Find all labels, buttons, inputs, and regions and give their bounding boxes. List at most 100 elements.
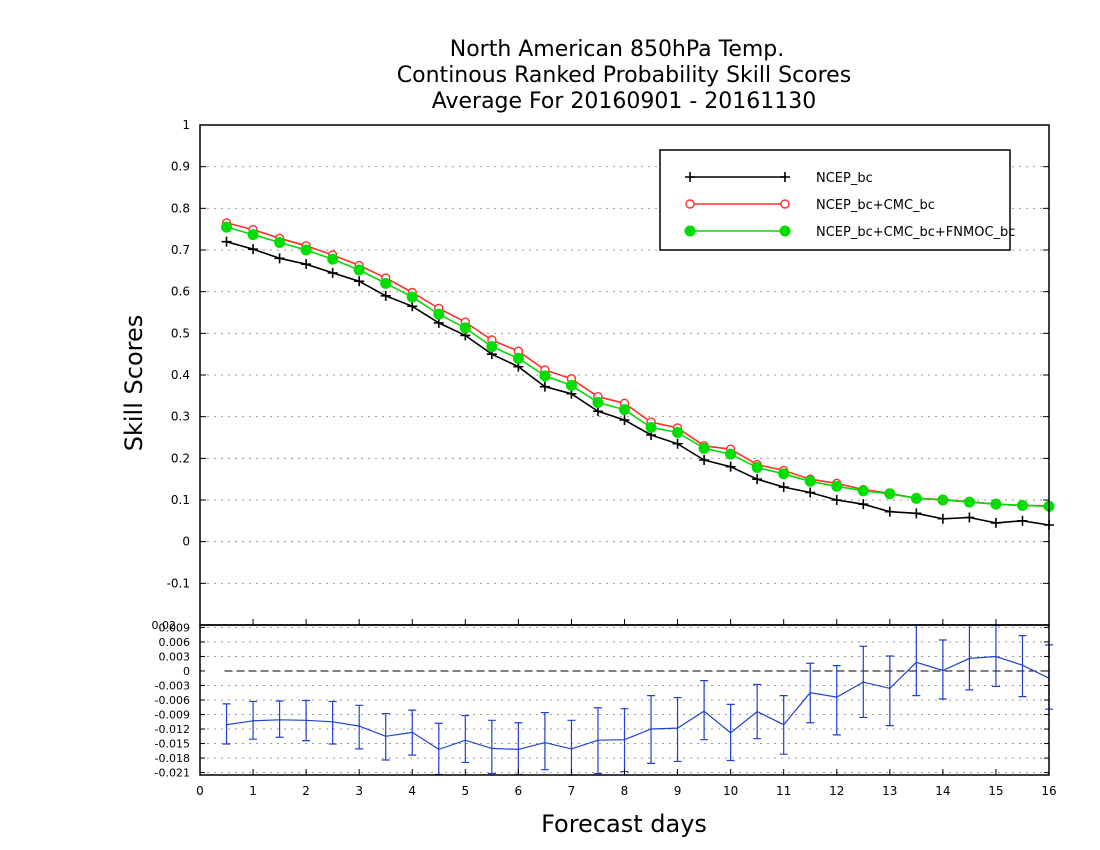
data-point-filled-circle xyxy=(751,462,763,473)
data-point-filled-circle xyxy=(910,492,922,504)
legend-marker-plus xyxy=(780,172,790,182)
difference-error-bar xyxy=(540,711,549,771)
x-tick-label: 1 xyxy=(249,784,257,798)
difference-error-bar xyxy=(647,695,656,764)
data-point-plus xyxy=(274,253,285,264)
main-y-tick-label: 0.8 xyxy=(171,201,190,215)
data-point-filled-circle xyxy=(406,291,418,303)
difference-y-ticks: -0.021 -0.018-0.015 -0.012-0.009 -0.006 -0.0… xyxy=(155,621,1049,780)
data-point-plus xyxy=(805,487,816,498)
main-y-tick-label: 0.3 xyxy=(171,410,190,424)
legend-marker-open-circle xyxy=(780,199,790,209)
data-point-plus xyxy=(725,461,736,472)
data-point-filled-circle xyxy=(565,379,577,391)
data-point-plus xyxy=(619,415,630,425)
data-point-plus xyxy=(778,482,789,493)
legend-box xyxy=(659,149,1011,251)
difference-y-tick-label: -0.003 xyxy=(155,679,190,692)
difference-error-bar xyxy=(938,639,947,700)
data-point-filled-circle xyxy=(698,442,710,454)
difference-error-bar xyxy=(859,645,868,719)
data-point-plus xyxy=(858,499,869,510)
legend: NCEP_bc NCEP_bc+CMC_bc NCEP_bc+CMC_bc+FNMO… xyxy=(659,149,1015,251)
x-tick-label: 10 xyxy=(723,784,738,798)
main-y-tick-label: 1 xyxy=(182,118,190,132)
main-y-tick-label: 0.5 xyxy=(171,326,190,340)
difference-y-tick-label: 0.006 xyxy=(159,636,191,649)
x-tick-label: 2 xyxy=(302,784,310,798)
x-axis-ticks: 0 1 2 3 4 5 6 7 8 9 10 11 12 13 14 15 16 xyxy=(196,619,1057,798)
data-point-filled-circle xyxy=(221,221,233,233)
legend-marker-plus xyxy=(685,172,695,182)
difference-error-bar xyxy=(461,714,470,764)
data-point-filled-circle xyxy=(831,480,843,492)
difference-error-bar xyxy=(302,699,311,742)
data-point-filled-circle xyxy=(857,485,869,497)
data-point-filled-circle xyxy=(300,244,312,256)
data-point-filled-circle xyxy=(433,308,445,320)
data-point-filled-circle xyxy=(672,427,684,438)
difference-y-tick-label: -0.012 xyxy=(155,723,190,736)
difference-error-bar xyxy=(1018,635,1027,698)
data-point-plus xyxy=(990,517,1001,528)
data-point-plus xyxy=(937,513,948,524)
x-tick-label: 4 xyxy=(408,784,416,798)
difference-error-bar xyxy=(726,703,735,762)
legend-label: NCEP_bc+CMC_bc+FNMOC_bc xyxy=(816,225,1015,240)
difference-top-edge-label: 0.02 xyxy=(152,619,177,632)
data-point-plus xyxy=(831,495,842,505)
difference-error-bar xyxy=(275,700,284,738)
difference-error-bar xyxy=(355,704,364,750)
data-point-filled-circle xyxy=(778,468,790,480)
main-y-tick-label: -0.1 xyxy=(167,576,190,590)
data-point-filled-circle xyxy=(804,475,816,487)
data-point-filled-circle xyxy=(512,352,524,364)
chart-title-line-2: Continous Ranked Probability Skill Score… xyxy=(397,63,851,88)
main-series-group xyxy=(221,218,1055,530)
data-point-plus xyxy=(672,438,683,449)
data-point-filled-circle xyxy=(619,404,630,416)
difference-y-tick-label: 0.009 xyxy=(159,621,191,634)
chart-title-line-3: Average For 20160901 - 20161130 xyxy=(432,89,817,114)
legend-marker-filled-circle xyxy=(684,225,696,237)
data-point-filled-circle xyxy=(937,494,949,506)
x-tick-label: 16 xyxy=(1041,784,1056,798)
x-tick-label: 15 xyxy=(988,784,1003,798)
data-point-plus xyxy=(407,301,418,312)
data-point-filled-circle xyxy=(963,496,975,508)
data-point-plus xyxy=(752,474,763,485)
data-point-filled-circle xyxy=(725,448,737,460)
data-point-plus xyxy=(354,276,365,287)
main-y-tick-label: 0.6 xyxy=(171,285,190,299)
x-tick-label: 11 xyxy=(776,784,791,798)
main-y-ticks: -0.1 0 0.1 0.2 0.3 0.4 0.5 0.6 0.7 0.8 0.9 1 xyxy=(167,118,1049,590)
x-tick-label: 7 xyxy=(568,784,576,798)
difference-y-tick-label: 0 xyxy=(183,665,190,678)
data-point-plus xyxy=(1017,515,1028,526)
legend-label: NCEP_bc+CMC_bc xyxy=(816,198,935,213)
main-y-tick-label: 0.9 xyxy=(171,160,190,174)
data-point-plus xyxy=(884,506,895,517)
data-point-plus xyxy=(221,236,232,247)
legend-marker-filled-circle xyxy=(779,225,791,237)
data-point-filled-circle xyxy=(884,488,896,500)
main-y-tick-label: 0.4 xyxy=(171,368,190,382)
difference-y-tick-label: -0.021 xyxy=(155,767,190,780)
difference-error-bar xyxy=(381,712,390,761)
main-y-tick-label: 0.1 xyxy=(171,493,190,507)
data-point-filled-circle xyxy=(539,370,551,382)
y-axis-title: Skill Scores xyxy=(120,315,148,452)
difference-y-tick-label: 0.003 xyxy=(159,650,191,663)
data-point-filled-circle xyxy=(1016,499,1028,511)
difference-error-bar xyxy=(779,695,788,755)
difference-error-bar xyxy=(700,680,709,741)
difference-error-bar xyxy=(753,683,762,740)
data-point-plus xyxy=(539,381,550,392)
x-tick-label: 13 xyxy=(882,784,897,798)
difference-error-bar xyxy=(593,707,602,775)
difference-plot-panel: -0.021 -0.018-0.015 -0.012-0.009 -0.006 -0.0… xyxy=(152,619,1053,780)
data-point-filled-circle xyxy=(459,322,471,334)
difference-error-bar xyxy=(249,700,258,740)
data-point-filled-circle xyxy=(380,277,392,289)
